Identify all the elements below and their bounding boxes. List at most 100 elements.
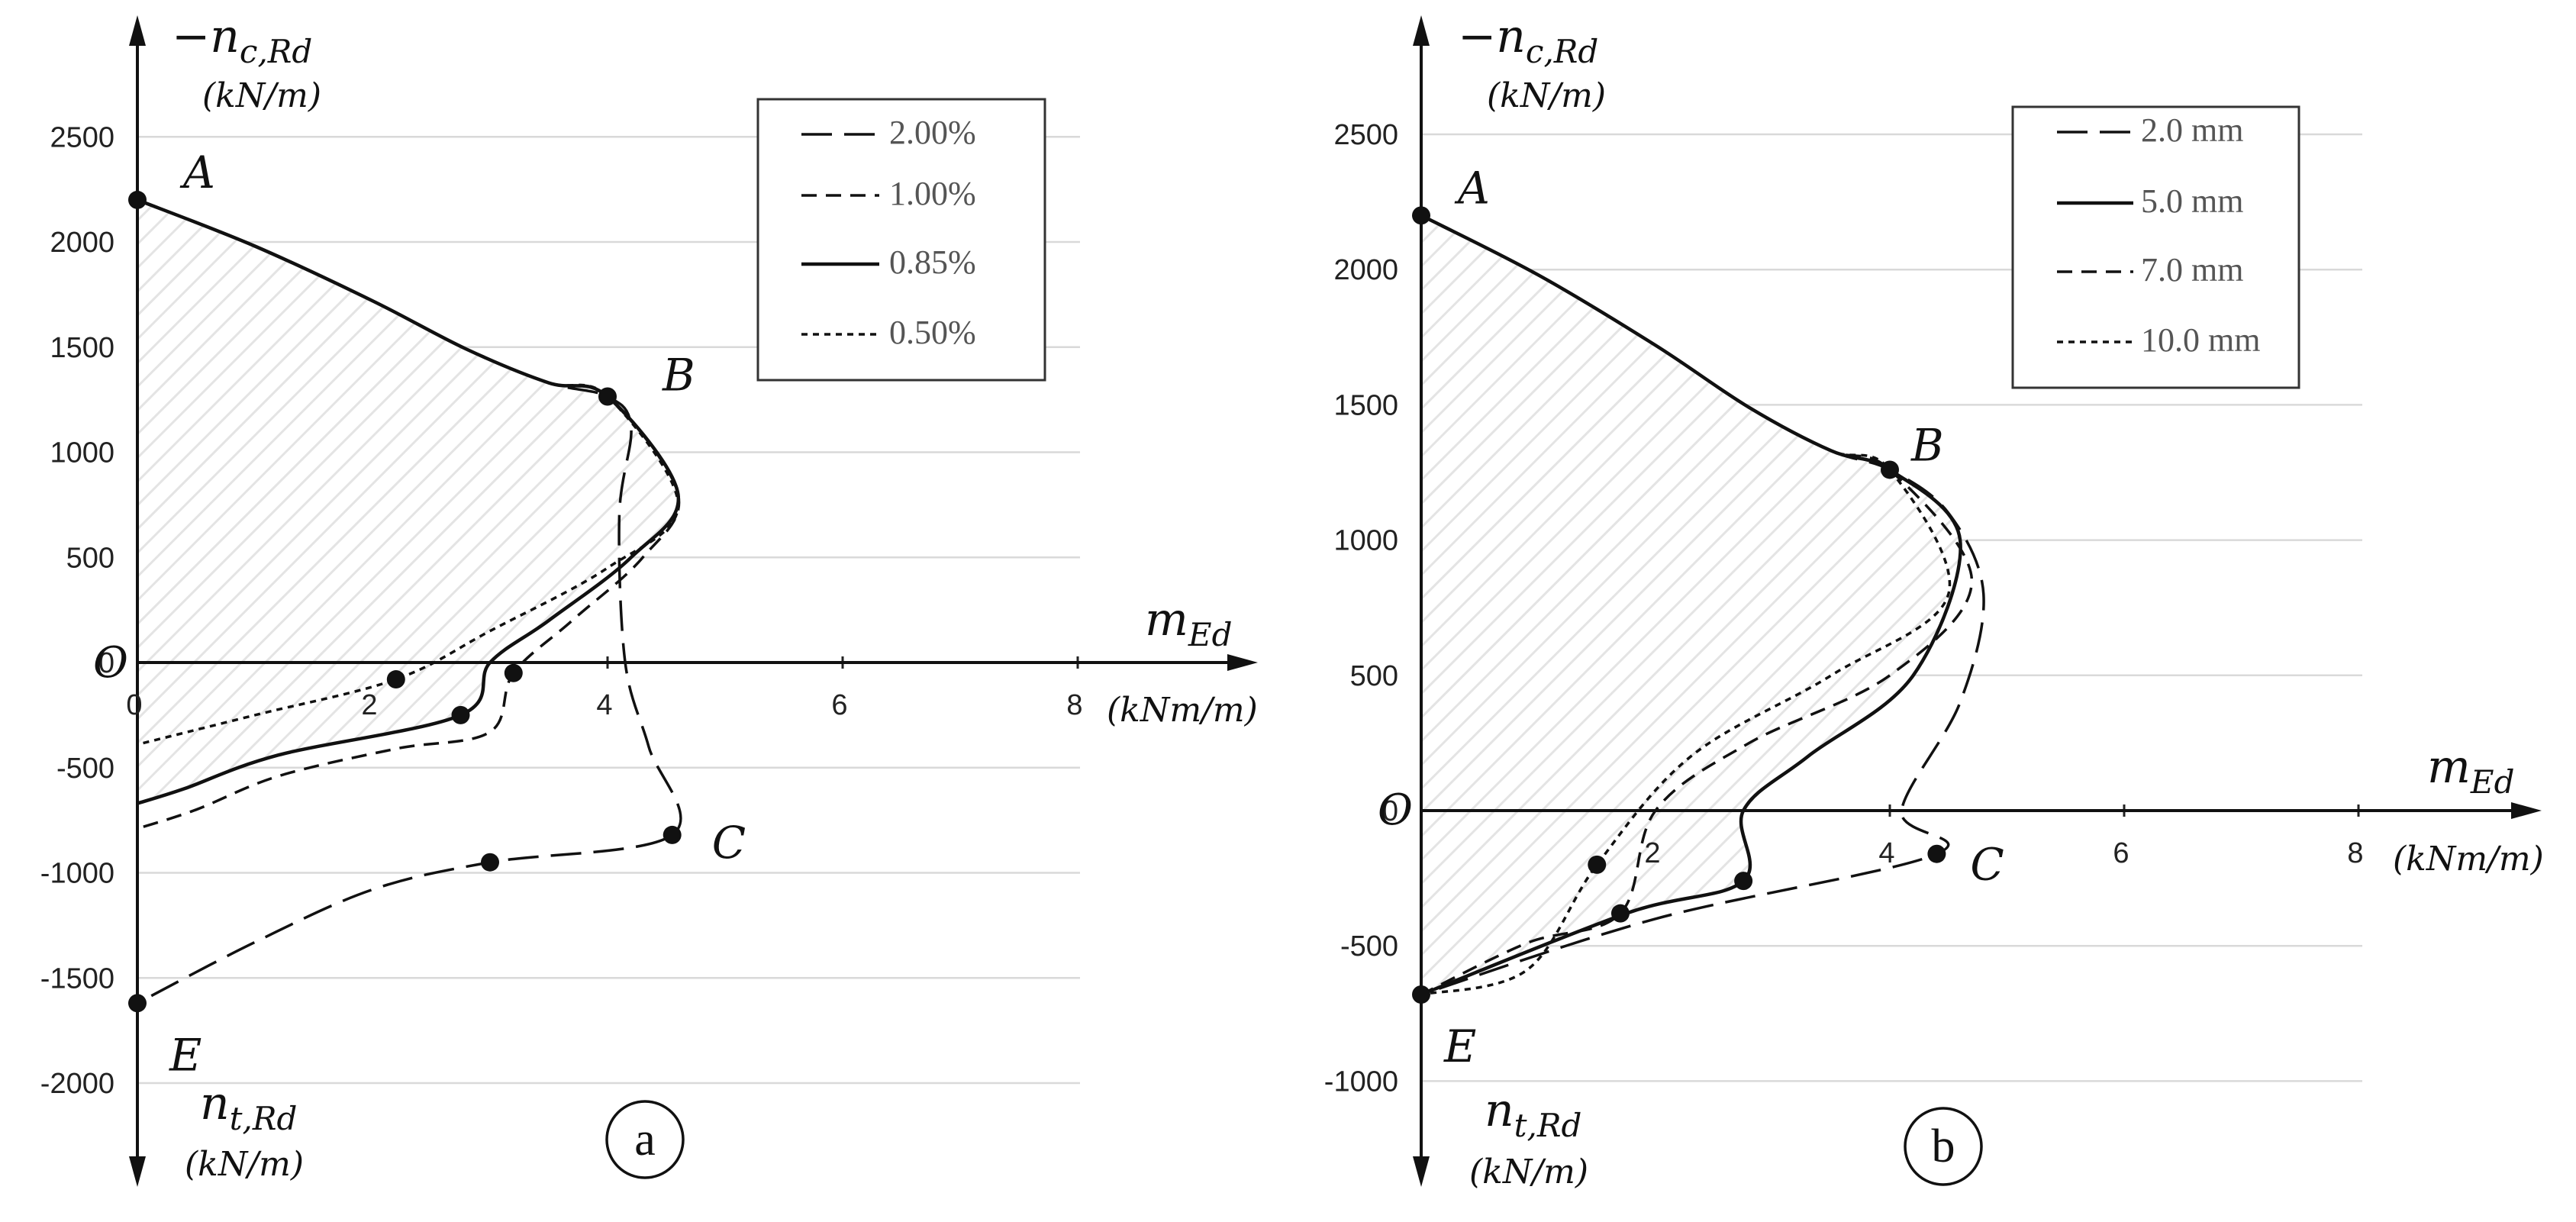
panel-label: b [1932, 1120, 1955, 1172]
point-c-label: C [712, 817, 746, 869]
legend-entry: 10.0 mm [2141, 321, 2260, 359]
hatched-safe-region [1421, 215, 1961, 995]
x-tick-label: 8 [1066, 689, 1082, 721]
legend-entry: 2.0 mm [2141, 111, 2243, 149]
y-tick-label: -500 [56, 753, 114, 785]
y-tick-label: 2500 [1333, 119, 1398, 151]
y-tick-label: 2000 [1333, 254, 1398, 286]
series-end-point [451, 705, 470, 724]
y-tick-label: 500 [66, 542, 114, 574]
point-b-marker [1881, 460, 1899, 479]
series-end-point [504, 663, 523, 682]
series-end-point [1734, 872, 1753, 891]
y-axis-label-main: −n [1458, 10, 1526, 63]
x-tick-label: 6 [831, 689, 847, 721]
point-a-label: A [179, 147, 215, 198]
y-axis-arrow-up [129, 15, 146, 46]
x-axis-label: mEd [2427, 740, 2514, 801]
x-tick-label: 2 [361, 689, 377, 721]
series-line-5-0-mm [1420, 214, 1962, 997]
hatched-safe-region [137, 199, 679, 804]
y-tick-label: 0 [98, 647, 114, 679]
point-a-label: A [1454, 162, 1490, 214]
y-axis-label-sub: c,Rd [240, 33, 312, 70]
series-line-0-50- [137, 198, 680, 746]
x-axis-arrow [2511, 802, 2542, 819]
chart-panel-b: 2500 2000 1500 1000 500 0 -500 -1000 2 4 6 8 A B C E −nc… [1324, 10, 2544, 1191]
y-tick-label: 1500 [1333, 389, 1398, 421]
legend-entry: 0.50% [889, 314, 976, 351]
y-axis-negative-label: nt,Rd [1485, 1084, 1581, 1144]
x-tick-label: 4 [596, 689, 612, 721]
panel-label-circle [1904, 1107, 1983, 1186]
series-end-point [481, 853, 499, 872]
point-e-marker [1412, 985, 1430, 1004]
y-tick-label: 1000 [1333, 525, 1398, 557]
point-a-marker [128, 190, 147, 209]
y-axis-unit: (kN/m) [1487, 76, 1606, 115]
y-tick-label: 1000 [50, 437, 114, 469]
point-b-label: B [1910, 419, 1944, 471]
x-axis-label: mEd [1145, 593, 1232, 653]
y-axis-arrow-down [1413, 1156, 1430, 1187]
y-tick-label: 0 [1382, 795, 1398, 827]
legend-entry: 2.00% [889, 114, 976, 151]
x-tick-label: 0 [126, 689, 142, 721]
point-c-marker [663, 825, 682, 844]
point-b-label: B [662, 349, 695, 401]
x-tick-label: 4 [1878, 837, 1894, 869]
panel-label: a [634, 1114, 656, 1166]
point-e-marker [128, 994, 147, 1013]
x-tick-label: 2 [1644, 837, 1660, 869]
point-e-label: E [169, 1029, 202, 1081]
x-axis-label-main: m [1145, 593, 1188, 646]
legend-entry: 0.85% [889, 243, 976, 281]
y-axis-negative-unit: (kN/m) [1469, 1153, 1588, 1191]
y-tick-label: 2500 [50, 121, 114, 153]
x-axis-label-sub: Ed [1188, 616, 1233, 653]
y-axis-label: −nc,Rd [1458, 10, 1598, 70]
y-axis-arrow-up [1413, 15, 1430, 46]
panel-label-circle [605, 1100, 685, 1179]
y-axis-arrow-down [129, 1156, 146, 1187]
y-tick-label: -1000 [40, 858, 114, 890]
x-tick-label: 8 [2347, 837, 2363, 869]
y-tick-label: 2000 [50, 227, 114, 259]
y-axis-label-main: −n [172, 10, 240, 63]
origin-label: O [1378, 785, 1413, 835]
point-c-marker [1927, 844, 1946, 863]
legend-entry: 1.00% [889, 175, 976, 212]
y-axis-unit: (kN/m) [202, 76, 321, 115]
y-axis-negative-unit: (kN/m) [185, 1145, 304, 1184]
series-end-point [1588, 855, 1607, 874]
legend-entry: 7.0 mm [2141, 251, 2243, 289]
series-line-10-0-mm [1420, 214, 1952, 996]
y-tick-label: 1500 [50, 332, 114, 364]
x-axis-arrow [1227, 654, 1258, 671]
point-c-label: C [1970, 839, 2004, 891]
x-tick-label: 6 [2113, 837, 2129, 869]
y-axis-label-sub: c,Rd [1526, 33, 1598, 70]
y-tick-label: -500 [1340, 930, 1398, 962]
x-axis-unit: (kNm/m) [2393, 840, 2544, 879]
y-axis-negative-label-sub: t,Rd [230, 1100, 298, 1137]
y-axis-negative-label: nt,Rd [200, 1077, 297, 1137]
series-end-point [386, 670, 405, 689]
y-tick-label: 500 [1350, 660, 1398, 692]
x-axis-unit: (kNm/m) [1107, 691, 1258, 730]
point-e-label: E [1443, 1020, 1476, 1072]
point-b-marker [598, 387, 617, 406]
legend-entry: 5.0 mm [2141, 182, 2243, 220]
y-tick-label: -2000 [40, 1068, 114, 1100]
chart-panel-a: 2500 2000 1500 1000 500 0 -500 -1000 -1500 -2000 0… [40, 10, 1258, 1187]
origin-label: O [93, 638, 128, 688]
x-axis-label-main: m [2427, 740, 2471, 794]
y-axis-label: −nc,Rd [172, 10, 312, 70]
series-end-point [1610, 904, 1630, 923]
y-axis-negative-label-main: n [1485, 1084, 1514, 1137]
y-tick-label: -1500 [40, 962, 114, 995]
x-axis-label-sub: Ed [2470, 763, 2515, 801]
y-axis-negative-label-main: n [200, 1077, 230, 1130]
y-axis-negative-label-sub: t,Rd [1514, 1107, 1582, 1144]
